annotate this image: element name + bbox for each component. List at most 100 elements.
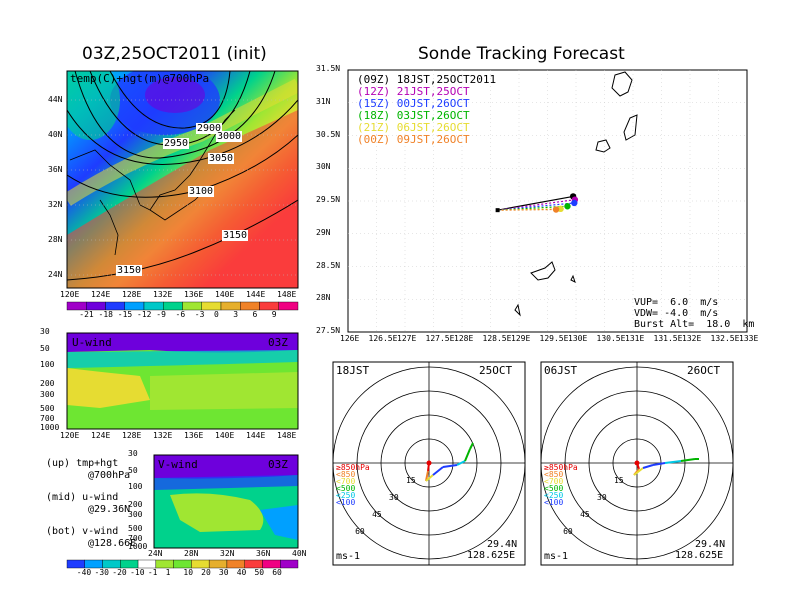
track-lat-tick: 31.5N bbox=[316, 64, 341, 73]
hodograph-trace bbox=[432, 466, 444, 476]
colorbar-swatch bbox=[201, 301, 222, 311]
wind-colorbar-tick: -1 bbox=[147, 568, 158, 577]
map-frame bbox=[66, 70, 299, 289]
hodograph-ring-label: 30 bbox=[389, 492, 399, 502]
note-sub: @128.66E bbox=[88, 538, 137, 549]
uwind-panel bbox=[66, 332, 299, 430]
hodograph-ring-label: 15 bbox=[614, 475, 624, 485]
vwind-lat-tick: 24N bbox=[148, 549, 163, 558]
landing-point bbox=[571, 199, 578, 207]
uwind-pressure-tick: 50 bbox=[40, 344, 50, 353]
hodograph-trace bbox=[652, 462, 666, 466]
map-lon-tick: 128E bbox=[122, 290, 142, 299]
hodograph-time: 18JST bbox=[336, 364, 370, 377]
hodograph-lon: 128.625E bbox=[675, 550, 724, 561]
colorbar-swatch bbox=[278, 301, 299, 311]
map-lat-tick: 32N bbox=[48, 200, 63, 209]
vwind-pressure-tick: 30 bbox=[128, 449, 138, 458]
colorbar-swatch bbox=[105, 301, 125, 311]
uwind-pressure-tick: 1000 bbox=[40, 423, 60, 432]
hodograph-level-legend: <500 bbox=[336, 484, 356, 493]
hodograph-trace bbox=[456, 460, 466, 466]
map-lon-tick: 132E bbox=[153, 290, 173, 299]
wind-colorbar bbox=[66, 559, 299, 569]
hodograph-level-legend: ≥850hPa bbox=[336, 463, 370, 472]
wind-colorbar-swatch bbox=[173, 559, 192, 569]
wind-colorbar-tick: 10 bbox=[183, 568, 194, 577]
hodograph-ring-label: 15 bbox=[406, 475, 416, 485]
hodograph-ring-label: 60 bbox=[563, 526, 573, 536]
colorbar-tick: -6 bbox=[175, 310, 186, 319]
track-legend-item: (21Z) 06JST,26OCT bbox=[357, 121, 470, 134]
colorbar-tick: -3 bbox=[194, 310, 205, 319]
vwind-pressure-tick: 200 bbox=[128, 500, 143, 509]
track-points bbox=[495, 193, 579, 213]
vwind-pressure-tick: 100 bbox=[128, 482, 143, 491]
track-lon-tick: 130.5E bbox=[596, 334, 626, 343]
vwind-lat-tick: 40N bbox=[292, 549, 307, 558]
note-sub: @700hPa bbox=[88, 470, 131, 481]
wind-colorbar-tick: -30 bbox=[94, 568, 109, 577]
track-lat-tick: 28N bbox=[316, 293, 331, 303]
param-vup: VUP= 6.0 m/s bbox=[634, 297, 719, 308]
map-label: temp(C)+hgt(m)@700hPa bbox=[70, 72, 210, 85]
track-lat-tick: 30.5N bbox=[316, 129, 341, 139]
track-lat-tick: 28.5N bbox=[316, 260, 341, 270]
colorbar-tick: 9 bbox=[271, 310, 277, 319]
hodograph-lon: 128.625E bbox=[467, 550, 516, 561]
track-lon-tick: 132.5E bbox=[710, 334, 740, 343]
colorbar-tick: -15 bbox=[117, 310, 133, 319]
track-map bbox=[347, 69, 748, 333]
colorbar-tick: -9 bbox=[156, 310, 166, 319]
uwind-pressure-tick: 100 bbox=[40, 360, 55, 369]
colorbar-tick: -21 bbox=[79, 310, 94, 319]
track-lon-tick: 129E bbox=[511, 334, 531, 343]
track-lat-tick: 27.5N bbox=[316, 326, 341, 335]
track-legend-item: (12Z) 21JST,25OCT bbox=[357, 85, 470, 98]
hodograph-trace bbox=[464, 448, 471, 462]
vwind-pressure-tick: 50 bbox=[128, 466, 138, 475]
uwind-lon-tick: 148E bbox=[277, 431, 297, 440]
temp-map bbox=[67, 71, 298, 288]
wind-colorbar-tick: 60 bbox=[272, 568, 282, 577]
map-lat-tick: 44N bbox=[48, 95, 63, 104]
launch-point bbox=[495, 208, 500, 213]
hodograph-level-legend: <850 bbox=[544, 470, 564, 479]
map-lon-tick: 140E bbox=[215, 290, 235, 299]
colorbar-swatch bbox=[163, 301, 183, 311]
hodograph-trace bbox=[664, 460, 682, 464]
wind-colorbar-swatch bbox=[137, 559, 157, 569]
track-lat-tick: 29.5N bbox=[316, 195, 341, 204]
contour-label: 3150 bbox=[116, 265, 143, 276]
colorbar-tick: -12 bbox=[137, 310, 152, 319]
track-lon-tick: 131.5E bbox=[653, 334, 683, 343]
uwind-lon-tick: 120E bbox=[60, 431, 80, 440]
landing-point bbox=[552, 206, 560, 213]
map-gridlines bbox=[67, 99, 298, 276]
hodograph-origin bbox=[426, 460, 432, 466]
note-line: (up) tmp+hgt bbox=[46, 458, 119, 469]
wind-colorbar-tick: 40 bbox=[236, 568, 247, 577]
hodograph-ring-label: 30 bbox=[597, 492, 607, 502]
vwind-label: V-wind bbox=[158, 458, 198, 471]
track-legend-item: (15Z) 00JST,26OCT bbox=[357, 97, 470, 110]
hodograph-unit: ms-1 bbox=[544, 551, 569, 562]
vwind-pressure-tick: 500 bbox=[128, 524, 143, 533]
wind-colorbar-swatch bbox=[208, 559, 228, 569]
track-lon-tick: 128E bbox=[454, 334, 474, 343]
uwind-pressure-tick: 30 bbox=[40, 327, 50, 336]
contour-label: 3050 bbox=[208, 153, 235, 164]
map-lat-tick: 24N bbox=[48, 270, 63, 279]
track-gridlines bbox=[348, 70, 747, 332]
vwind-lat-tick: 36N bbox=[256, 549, 271, 558]
hodograph-trace bbox=[680, 458, 696, 462]
map-lat-tick: 28N bbox=[48, 235, 63, 244]
map-colorbar bbox=[66, 301, 299, 311]
uwind-time: 03Z bbox=[268, 336, 288, 349]
wind-colorbar-swatch bbox=[102, 559, 121, 569]
uwind-lon-tick: 144E bbox=[246, 431, 266, 440]
uwind-label: U-wind bbox=[72, 336, 112, 349]
wind-colorbar-swatch bbox=[244, 559, 263, 569]
contour-label: 3150 bbox=[222, 230, 249, 241]
